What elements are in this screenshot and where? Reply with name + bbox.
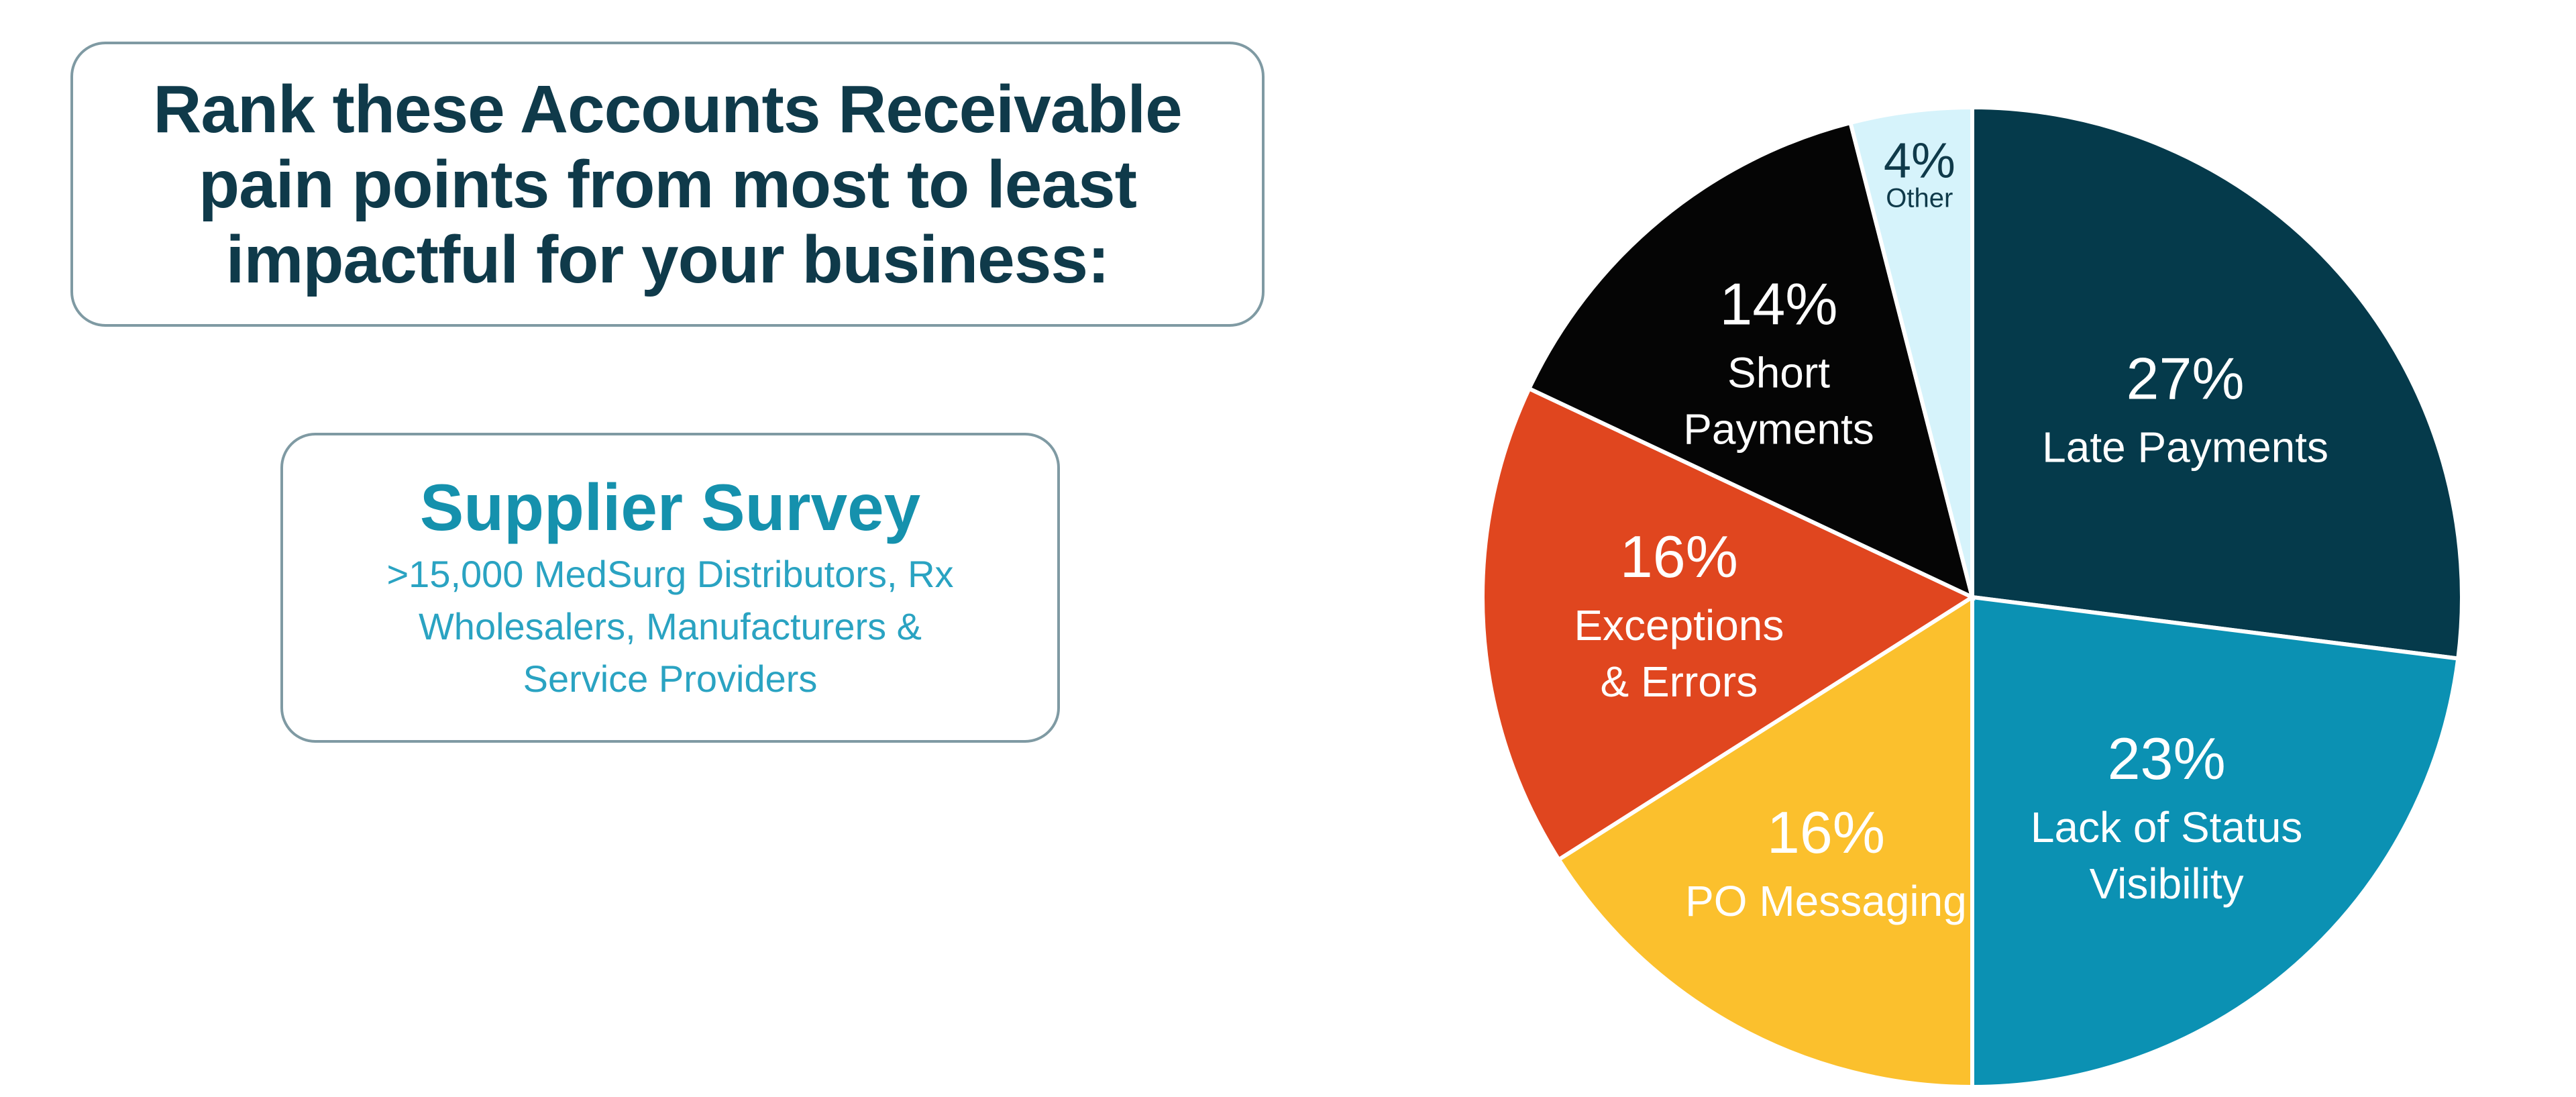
pie-slice	[1970, 105, 2464, 661]
slice-label-group: 14% Short Payments	[1683, 271, 1874, 454]
survey-line: Wholesalers, Manufacturers &	[418, 605, 922, 647]
question-line: pain points from most to least	[199, 146, 1137, 222]
pie-slice	[1847, 105, 1974, 598]
slice-label-group: 23% Lack of Status Visibility	[2031, 725, 2303, 908]
question-box: Rank these Accounts Receivable pain poin…	[70, 42, 1265, 327]
slice-label-group: 27% Late Payments	[2042, 345, 2328, 471]
pie-slice	[1556, 593, 1974, 1090]
question-line: Rank these Accounts Receivable	[153, 71, 1183, 147]
slice-name-label: Short	[1727, 349, 1830, 397]
pie-chart: 27% Late Payments 23% Lack of Status Visibil…	[1481, 105, 2464, 1090]
survey-line: Service Providers	[523, 658, 818, 700]
slice-name-label: Exceptions	[1574, 601, 1784, 649]
slice-name-label: Lack of Status	[2031, 803, 2303, 851]
slice-name-label: & Errors	[1601, 658, 1758, 706]
slice-percent-label: 23%	[2108, 725, 2226, 792]
slice-name-label: Late Payments	[2042, 423, 2328, 471]
slice-percent-label: 16%	[1767, 799, 1885, 866]
slice-percent-label: 16%	[1620, 523, 1738, 590]
survey-line: >15,000 MedSurg Distributors, Rx	[386, 553, 954, 595]
slice-name-label: PO Messaging	[1685, 877, 1967, 925]
slice-percent-label: 4%	[1884, 132, 1955, 188]
slice-percent-label: 14%	[1719, 271, 1837, 337]
pie-slice	[1481, 386, 1977, 863]
slice-name-label: Other	[1886, 183, 1953, 213]
survey-box: Supplier Survey >15,000 MedSurg Distribu…	[280, 433, 1060, 743]
slice-label-group: 16% Exceptions & Errors	[1574, 523, 1784, 706]
survey-title: Supplier Survey	[419, 470, 921, 544]
pie-slice	[1970, 594, 2461, 1090]
question-line: impactful for your business:	[225, 221, 1110, 297]
slice-label-group: 4%Other	[1884, 132, 1955, 213]
slice-label-group: 16% PO Messaging	[1685, 799, 1967, 925]
pie-slice	[1526, 120, 1976, 601]
slice-name-label: Payments	[1683, 405, 1874, 454]
slice-percent-label: 27%	[2127, 345, 2245, 411]
slice-name-label: Visibility	[2090, 859, 2244, 908]
question-text: Rank these Accounts Receivable pain poin…	[84, 72, 1251, 297]
survey-description: >15,000 MedSurg Distributors, Rx Wholesa…	[308, 548, 1032, 705]
